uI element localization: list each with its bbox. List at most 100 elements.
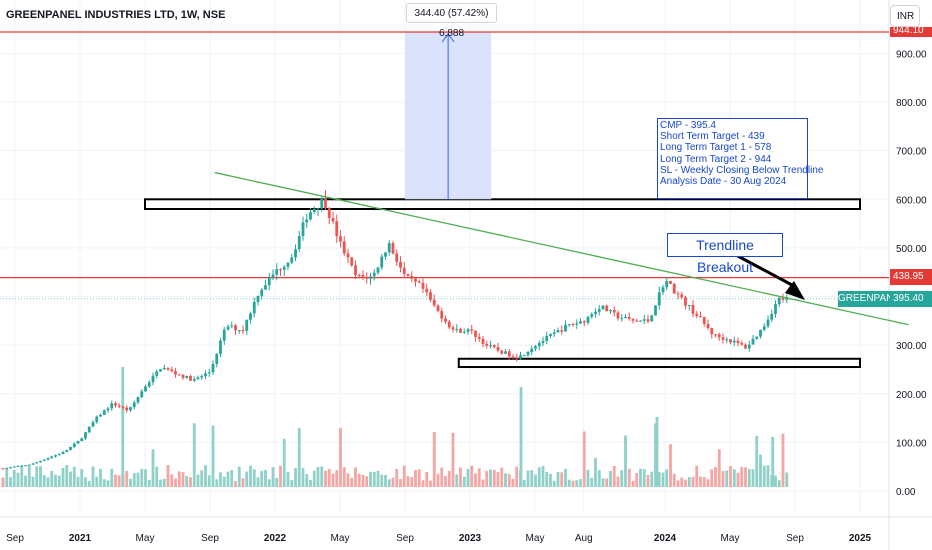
- volume-bar: [691, 476, 695, 487]
- volume-bar: [455, 474, 459, 487]
- candle-body: [132, 402, 136, 408]
- candle-body: [249, 313, 252, 320]
- volume-bar: [714, 467, 717, 487]
- volume-bar: [736, 472, 740, 487]
- volume-bar: [162, 478, 166, 487]
- candle-body: [586, 316, 590, 323]
- candle-body: [699, 315, 702, 318]
- candle-body: [609, 310, 612, 312]
- candle-body: [489, 345, 492, 347]
- candle-body: [519, 355, 522, 359]
- volume-bar: [230, 470, 234, 487]
- candle-body: [335, 221, 339, 237]
- candle-body: [631, 318, 635, 321]
- candle-body: [155, 371, 159, 376]
- candle-body: [481, 338, 485, 344]
- volume-bar: [421, 480, 425, 487]
- volume-bar: [155, 466, 159, 487]
- volume-bar: [684, 479, 687, 487]
- candle-body: [560, 330, 564, 332]
- candle-body: [339, 236, 342, 242]
- candle-body: [740, 343, 744, 345]
- breakout-callout[interactable]: Trendline Breakout: [667, 233, 783, 275]
- volume-bar: [680, 477, 684, 487]
- candle-body: [620, 318, 624, 320]
- volume-bar: [147, 479, 151, 487]
- volume-bar: [620, 470, 624, 487]
- candle-body: [121, 406, 125, 408]
- candle-body: [391, 243, 395, 254]
- candle-body: [241, 330, 245, 332]
- y-tick-label: 300.00: [896, 341, 927, 352]
- volume-bar: [462, 476, 466, 487]
- volume-bar: [327, 468, 331, 487]
- volume-bar: [549, 473, 552, 487]
- volume-bar: [571, 480, 575, 487]
- volume-bar: [402, 465, 406, 487]
- candle-body: [87, 426, 91, 433]
- candle-body: [612, 310, 616, 313]
- last-price-tag: 395.40: [890, 291, 932, 307]
- candle-body: [140, 391, 144, 398]
- volume-bar: [470, 465, 474, 487]
- candle-body: [575, 323, 579, 325]
- candle-body: [549, 334, 552, 337]
- candle-body: [492, 345, 496, 348]
- y-tick-label: 700.00: [896, 147, 927, 158]
- candle-body: [215, 353, 219, 364]
- candle-body: [331, 217, 335, 222]
- candle-body: [61, 452, 65, 455]
- candle-body: [665, 281, 669, 288]
- volume-bar: [650, 471, 654, 487]
- volume-bar: [226, 471, 230, 487]
- volume-bar: [387, 479, 391, 487]
- volume-bar: [91, 466, 95, 487]
- volume-bar: [541, 466, 545, 487]
- currency-selector[interactable]: INR: [890, 5, 920, 27]
- breakout-arrow-shaft: [733, 252, 793, 287]
- volume-bar: [781, 433, 785, 487]
- chart-title: GREENPANEL INDUSTRIES LTD, 1W, NSE: [6, 9, 226, 21]
- volume-bar: [496, 472, 500, 487]
- x-tick-label: May: [721, 533, 740, 544]
- y-tick-label: 200.00: [896, 390, 927, 401]
- candle-body: [455, 328, 459, 330]
- candle-body: [695, 313, 699, 316]
- volume-bar: [717, 449, 721, 487]
- volume-bar: [676, 480, 680, 487]
- volume-bar: [181, 472, 185, 487]
- candle-body: [552, 332, 556, 335]
- volume-bar: [710, 469, 714, 487]
- candle-body: [537, 343, 541, 347]
- candle-body: [16, 465, 20, 467]
- volume-bar: [695, 465, 699, 487]
- candle-body: [459, 328, 462, 333]
- target-price-tag: 438.95: [890, 269, 932, 285]
- candle-body: [65, 449, 69, 453]
- volume-bar: [665, 469, 669, 487]
- candle-body: [177, 374, 181, 376]
- volume-bar: [354, 467, 357, 487]
- volume-bar: [504, 473, 507, 487]
- volume-bar: [774, 475, 777, 487]
- candle-body: [417, 281, 421, 283]
- volume-bar: [601, 478, 605, 487]
- candle-body: [376, 267, 380, 273]
- volume-bar: [252, 469, 256, 487]
- volume-bar: [279, 465, 282, 487]
- candle-body: [219, 340, 222, 354]
- volume-bar: [177, 471, 181, 487]
- volume-bar: [751, 469, 755, 487]
- symbol-tag: GREENPANEL: [838, 291, 906, 307]
- analysis-note[interactable]: CMP - 395.4 Short Term Target - 439 Long…: [657, 118, 823, 199]
- volume-bar: [655, 417, 659, 487]
- candle-body: [226, 326, 230, 330]
- volume-bar: [72, 466, 76, 487]
- candle-body: [245, 319, 249, 331]
- candle-body: [447, 321, 451, 328]
- candle-body: [324, 198, 327, 209]
- volume-bar: [294, 468, 297, 487]
- volume-bar: [759, 454, 762, 487]
- candle-body: [721, 337, 725, 340]
